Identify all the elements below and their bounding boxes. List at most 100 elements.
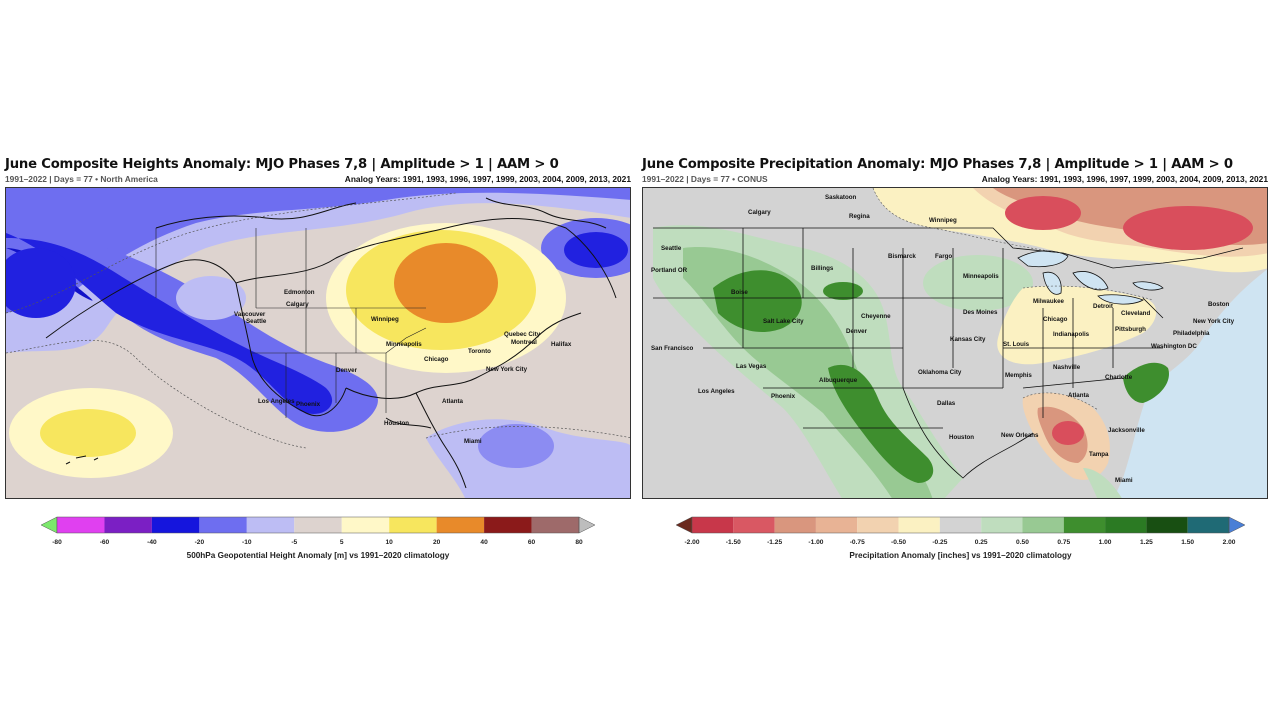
heights-colorbar-tick-label: 40 <box>480 539 488 546</box>
city-label: Denver <box>336 367 358 374</box>
city-label: Minneapolis <box>386 341 422 348</box>
precip-colorbar-tick-label: 1.50 <box>1181 539 1194 546</box>
city-label: Quebec City <box>504 331 541 338</box>
heights-colorbar-title: 500hPa Geopotential Height Anomaly [m] v… <box>187 551 450 560</box>
precip-colorbar-bin <box>1022 517 1064 533</box>
precip-colorbar-tick-label: -1.50 <box>726 539 741 546</box>
city-label: Pittsburgh <box>1115 326 1146 333</box>
city-label: Los Angeles <box>258 398 295 405</box>
city-label: Oklahoma City <box>918 369 962 376</box>
heights-colorbar-extend-low-arrow <box>40 516 58 534</box>
precip-colorbar-bin <box>692 517 734 533</box>
city-label: Denver <box>846 328 868 335</box>
heights-colorbar-bin <box>57 517 105 533</box>
heights-colorbar-bin <box>436 517 485 533</box>
precip-wet-strong-great-basin <box>713 270 802 333</box>
city-label: Seattle <box>661 245 682 252</box>
precip-colorbar-outline <box>691 516 1230 534</box>
city-label: Chicago <box>424 356 449 363</box>
precip-colorbar-tick-label: -1.00 <box>808 539 823 546</box>
city-label: Billings <box>811 265 834 272</box>
precip-colorbar-tick-label: 0.25 <box>975 539 988 546</box>
heights-colorbar-tick-label: 5 <box>340 539 344 546</box>
heights-map: Edmonton Calgary Vancouver Seattle Winni… <box>5 187 631 499</box>
heights-colorbar-tick-label: -80 <box>52 539 62 546</box>
precip-colorbar-tick-label: -0.75 <box>850 539 865 546</box>
precip-city-labels: Calgary Saskatoon Regina Winnipeg Seattl… <box>651 194 1235 484</box>
precip-dry-strong-ontario <box>1005 196 1081 230</box>
precip-subtitle-row: 1991–2022 | Days = 77 • CONUS Analog Yea… <box>642 173 1268 185</box>
city-label: Winnipeg <box>929 217 957 224</box>
heights-colorbar-bin <box>246 517 295 533</box>
city-label: Atlanta <box>442 398 464 405</box>
precip-colorbar-bin <box>774 517 816 533</box>
heights-colorbar-tick-label: 20 <box>433 539 441 546</box>
city-label: Bismarck <box>888 253 916 260</box>
heights-colorbar-bin <box>531 517 579 533</box>
precip-dry-strong-quebec <box>1123 206 1253 250</box>
heights-colorbar-tick-label: -5 <box>291 539 297 546</box>
precip-colorbar-tick-label: 2.00 <box>1223 539 1236 546</box>
precip-subtitle-left: 1991–2022 | Days = 77 • CONUS <box>642 174 768 184</box>
city-label: Detroit <box>1093 303 1113 310</box>
city-label: Cheyenne <box>861 313 891 320</box>
heights-colorbar-tick-label: 80 <box>575 539 583 546</box>
city-label: Dallas <box>937 400 956 407</box>
precip-colorbar-bin <box>1105 517 1147 533</box>
city-label: Phoenix <box>296 401 321 408</box>
heights-colorbar-bin <box>104 517 152 533</box>
city-label: Albuquerque <box>819 377 858 384</box>
city-label: Toronto <box>468 348 491 355</box>
city-label: New York City <box>1193 318 1235 325</box>
heights-map-svg: Edmonton Calgary Vancouver Seattle Winni… <box>6 188 630 498</box>
city-label: Phoenix <box>771 393 796 400</box>
city-label: Vancouver <box>234 311 266 318</box>
heights-subtitle-row: 1991–2022 | Days = 77 • North America An… <box>5 173 631 185</box>
city-label: Tampa <box>1089 451 1109 458</box>
precip-colorbar-tick-label: 0.50 <box>1016 539 1029 546</box>
city-label: Jacksonville <box>1108 427 1145 434</box>
city-label: Boston <box>1208 301 1230 308</box>
city-label: Halifax <box>551 341 572 348</box>
heights-positive-pacific <box>40 409 136 457</box>
precip-colorbar-title: Precipitation Anomaly [inches] vs 1991–2… <box>849 551 1072 560</box>
precip-title: June Composite Precipitation Anomaly: MJ… <box>642 157 1233 172</box>
precip-colorbar-tick-label: -0.25 <box>932 539 947 546</box>
precip-analog-years: Analog Years: 1991, 1993, 1996, 1997, 19… <box>981 174 1268 184</box>
heights-strong-positive-ridge <box>394 243 498 323</box>
precip-colorbar-tick-label: 1.25 <box>1140 539 1153 546</box>
city-label: Atlanta <box>1068 392 1090 399</box>
heights-colorbar-bin <box>389 517 437 533</box>
heights-colorbar-tick-label: -10 <box>242 539 252 546</box>
city-label: Miami <box>464 438 482 445</box>
city-label: Washington DC <box>1151 343 1197 350</box>
city-label: Winnipeg <box>371 316 399 323</box>
city-label: Milwaukee <box>1033 298 1065 305</box>
city-label: Montreal <box>511 339 537 346</box>
city-label: Minneapolis <box>963 273 999 280</box>
heights-borders <box>155 228 427 418</box>
precip-dry-weak-ohio-valley <box>997 286 1157 365</box>
precip-colorbar-tick-label: 1.00 <box>1099 539 1112 546</box>
city-label: Miami <box>1115 477 1133 484</box>
heights-colorbar-outline <box>56 516 580 534</box>
city-label: Saskatoon <box>825 194 857 201</box>
precip-wet-strong-southern-plains <box>828 364 934 483</box>
heights-coastlines <box>45 197 617 489</box>
precip-map-svg: Calgary Saskatoon Regina Winnipeg Seattl… <box>643 188 1267 498</box>
city-label: Los Angeles <box>698 388 735 395</box>
city-label: Philadelphia <box>1173 330 1210 337</box>
city-label: Regina <box>849 213 870 220</box>
city-label: New Orleans <box>1001 432 1039 439</box>
precip-borders <box>653 227 1244 479</box>
heights-weak-negative-pnw <box>176 276 246 320</box>
city-label: Indianapolis <box>1053 331 1090 338</box>
city-label: Chicago <box>1043 316 1068 323</box>
city-label: Kansas City <box>950 336 986 343</box>
city-label: Memphis <box>1005 372 1032 379</box>
precip-colorbar-bin <box>733 517 775 533</box>
precip-colorbar-bin <box>1187 517 1229 533</box>
city-label: St. Louis <box>1003 341 1030 348</box>
city-label: Calgary <box>286 301 309 308</box>
city-label: Portland OR <box>651 267 688 274</box>
